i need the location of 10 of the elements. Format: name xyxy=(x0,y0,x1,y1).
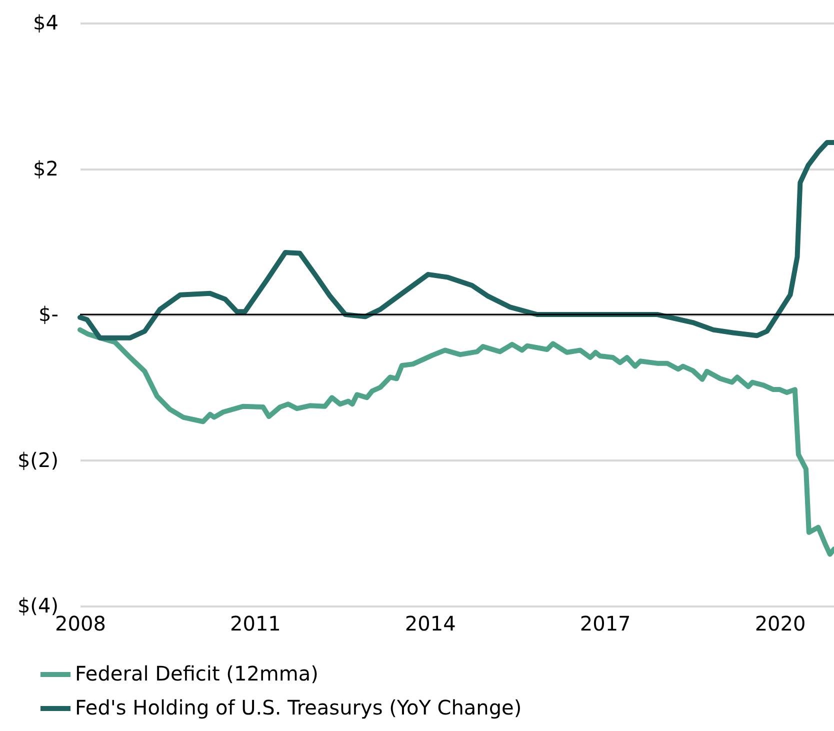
y-tick-label: $2 xyxy=(33,156,58,180)
y-tick-label: $(2) xyxy=(17,448,58,472)
x-tick-label: 2011 xyxy=(230,612,281,636)
x-tick-label: 2014 xyxy=(404,612,456,636)
x-tick-label: 2020 xyxy=(754,612,806,636)
y-tick-label: $4 xyxy=(33,10,58,34)
legend-label: Fed's Holding of U.S. Treasurys (YoY Change) xyxy=(75,696,522,720)
y-tick-label: $- xyxy=(38,302,58,326)
legend-label: Federal Deficit (12mma) xyxy=(75,662,318,686)
x-tick-label: 2017 xyxy=(580,612,631,636)
